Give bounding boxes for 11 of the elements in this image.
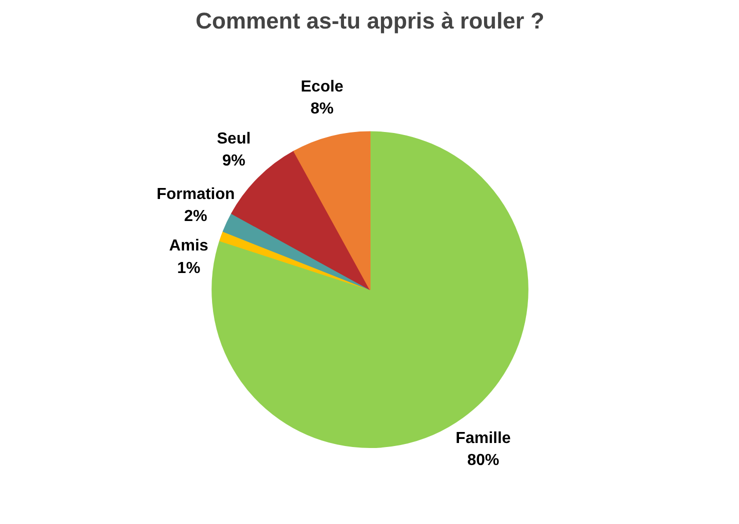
data-label: 9% (222, 152, 246, 170)
data-label: 80% (467, 452, 500, 470)
data-label: 8% (310, 100, 334, 118)
data-label: 1% (177, 260, 200, 277)
slice-label: Ecole (300, 78, 344, 96)
chart-title: Comment as-tu appris à rouler ? (196, 8, 544, 34)
slice-label: Formation (156, 186, 235, 203)
slice-label: Famille (456, 430, 511, 447)
slice-label: Seul (216, 130, 251, 148)
slice-label: Amis (169, 238, 208, 255)
data-label: 2% (184, 208, 208, 225)
